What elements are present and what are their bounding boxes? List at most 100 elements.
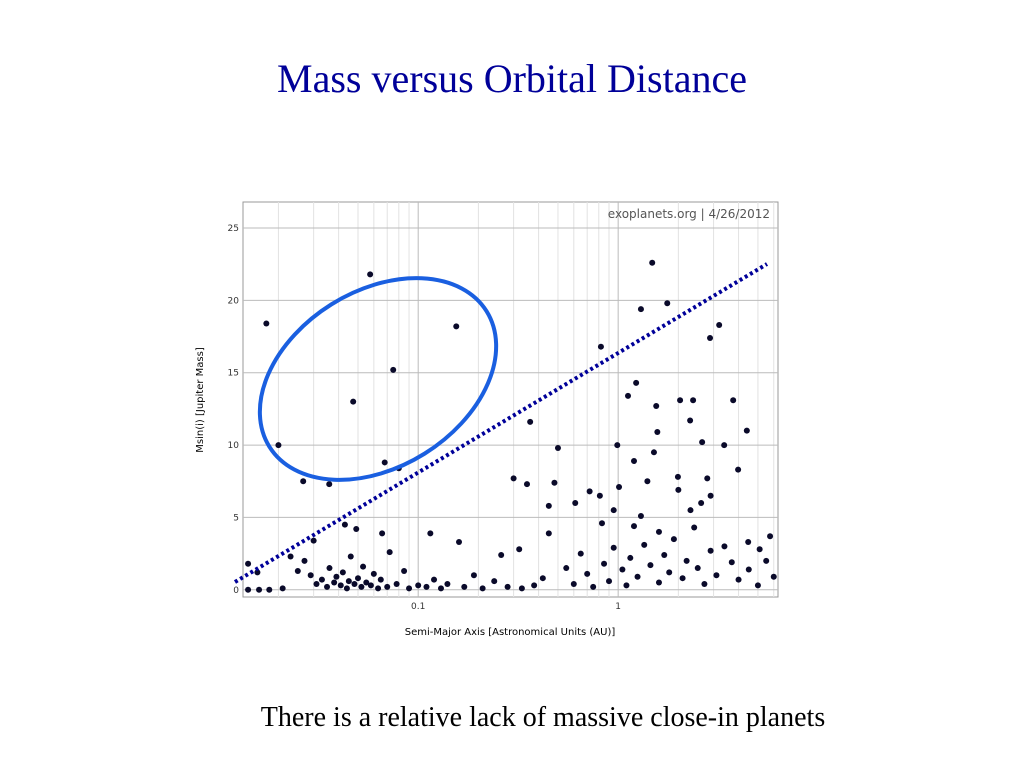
point <box>245 560 252 567</box>
point <box>381 459 388 466</box>
point <box>324 583 331 590</box>
point <box>301 557 308 564</box>
point <box>650 449 657 456</box>
point <box>307 572 314 579</box>
point <box>653 403 660 410</box>
trend-line <box>233 262 769 584</box>
point <box>551 479 558 486</box>
point <box>339 569 346 576</box>
point <box>326 565 333 572</box>
point <box>263 320 270 327</box>
point <box>763 557 770 564</box>
point <box>707 547 714 554</box>
point <box>616 484 623 491</box>
y-tick-label: 0 <box>233 586 239 596</box>
point <box>570 580 577 587</box>
point <box>634 573 641 580</box>
point <box>498 552 505 559</box>
point <box>647 562 654 569</box>
point <box>294 567 301 574</box>
point <box>675 486 682 493</box>
point <box>350 398 357 405</box>
point <box>745 539 752 546</box>
point <box>531 582 538 589</box>
point <box>670 536 677 543</box>
point <box>677 397 684 404</box>
point <box>279 585 286 592</box>
point <box>377 576 384 583</box>
point <box>367 271 374 278</box>
point <box>355 575 362 582</box>
point <box>415 582 422 589</box>
point <box>363 579 370 586</box>
point <box>333 573 340 580</box>
caption: There is a relative lack of massive clos… <box>261 702 825 733</box>
point <box>577 550 584 557</box>
x-tick-label: 1 <box>615 602 621 612</box>
point <box>770 573 777 580</box>
point <box>444 580 451 587</box>
point <box>367 582 374 589</box>
point <box>745 566 752 573</box>
point <box>728 559 735 566</box>
point <box>721 543 728 550</box>
point <box>300 478 307 485</box>
point <box>516 546 523 553</box>
point <box>641 541 648 548</box>
point <box>401 567 408 574</box>
point <box>633 379 640 386</box>
point <box>683 557 690 564</box>
point <box>649 259 656 266</box>
point <box>518 585 525 592</box>
point <box>713 572 720 579</box>
point <box>375 585 382 592</box>
x-axis-label: Semi-Major Axis [Astronomical Units (AU)… <box>405 627 616 638</box>
point <box>654 429 661 436</box>
point <box>716 321 723 328</box>
point <box>586 488 593 495</box>
point <box>735 466 742 473</box>
point <box>590 583 597 590</box>
point <box>601 560 608 567</box>
point <box>597 343 604 350</box>
point <box>721 442 728 449</box>
point <box>406 585 413 592</box>
point <box>694 565 701 572</box>
point <box>690 397 697 404</box>
point <box>453 323 460 330</box>
point <box>610 507 617 514</box>
point <box>630 523 637 530</box>
point <box>287 553 294 560</box>
point <box>637 512 644 519</box>
point <box>390 366 397 373</box>
point <box>625 392 632 399</box>
point <box>461 583 468 590</box>
point <box>437 585 444 592</box>
point <box>606 578 613 585</box>
point <box>456 539 463 546</box>
point <box>386 549 393 556</box>
point <box>510 475 517 482</box>
point <box>337 582 344 589</box>
point <box>701 580 708 587</box>
point <box>310 537 317 544</box>
y-tick-label: 15 <box>228 369 239 379</box>
point <box>384 583 391 590</box>
point <box>353 525 360 532</box>
point <box>704 475 711 482</box>
point <box>545 502 552 509</box>
point <box>254 569 261 576</box>
point <box>707 335 714 342</box>
point <box>674 473 681 480</box>
point <box>523 481 530 488</box>
point <box>679 575 686 582</box>
point <box>358 583 365 590</box>
point <box>754 582 761 589</box>
point <box>630 457 637 464</box>
point <box>655 579 662 586</box>
point <box>370 570 377 577</box>
point <box>504 583 511 590</box>
point <box>313 580 320 587</box>
point <box>545 530 552 537</box>
point <box>655 528 662 535</box>
